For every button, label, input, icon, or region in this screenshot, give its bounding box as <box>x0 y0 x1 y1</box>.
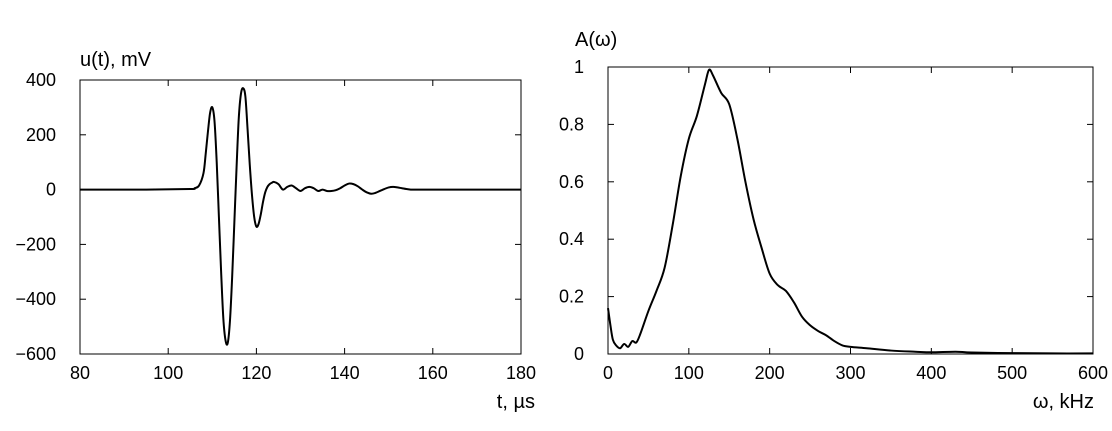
signal-chart-ticks: 80 100 120 140 160 180 −600 −400 −200 0 200 400 <box>15 70 536 383</box>
signal-chart-xtick-label: 80 <box>70 363 90 383</box>
spectrum-chart-plot-frame <box>607 66 1094 355</box>
spectrum-chart-xlabel: ω, kHz <box>1033 391 1094 413</box>
signal-chart-xtick-label: 140 <box>330 363 360 383</box>
signal-chart-xtick-label: 120 <box>241 363 271 383</box>
signal-chart-xtick-label: 100 <box>153 363 183 383</box>
signal-chart-xlabel: t, µs <box>497 391 535 413</box>
signal-chart-ytick-label: −400 <box>15 289 56 309</box>
spectrum-chart-ytick-label: 0.8 <box>559 114 584 134</box>
spectrum-chart-xtick-label: 300 <box>835 363 865 383</box>
spectrum-chart-ytick-label: 1 <box>574 57 584 77</box>
spectrum-chart-ytick-label: 0.4 <box>559 229 584 249</box>
signal-chart-ytick-label: 400 <box>26 70 56 90</box>
spectrum-chart-xtick-label: 400 <box>916 363 946 383</box>
spectrum-chart-xtick-label: 0 <box>603 363 613 383</box>
spectrum-chart-series-line <box>607 68 1094 355</box>
spectrum-chart: A(ω) ω, kHz 0 100 200 300 400 500 600 0 0.2 0.4 0.… <box>559 29 1108 413</box>
signal-chart-ytick-label: 0 <box>46 180 56 200</box>
spectrum-chart-ytick-label: 0.6 <box>559 172 584 192</box>
spectrum-chart-ylabel: A(ω) <box>575 29 617 51</box>
spectrum-chart-xtick-label: 100 <box>674 363 704 383</box>
spectrum-chart-ticks: 0 100 200 300 400 500 600 0 0.2 0.4 0.6 0.8 1 <box>559 57 1108 383</box>
spectrum-chart-xtick-label: 600 <box>1078 363 1108 383</box>
signal-chart-plot-frame <box>79 79 522 355</box>
spectrum-chart-xtick-label: 200 <box>755 363 785 383</box>
signal-chart-series-line <box>79 87 521 346</box>
spectrum-chart-xtick-label: 500 <box>997 363 1027 383</box>
signal-chart-ytick-label: −600 <box>15 344 56 364</box>
signal-chart-ytick-label: −200 <box>15 234 56 254</box>
signal-chart-ylabel: u(t), mV <box>80 49 152 71</box>
spectrum-chart-ytick-label: 0.2 <box>559 287 584 307</box>
spectrum-chart-ytick-label: 0 <box>574 344 584 364</box>
signal-chart: u(t), mV t, µs 80 100 120 140 160 180 −600 −400… <box>15 49 536 413</box>
signal-chart-xtick-label: 180 <box>506 363 536 383</box>
signal-chart-xtick-label: 160 <box>418 363 448 383</box>
signal-chart-ytick-label: 200 <box>26 125 56 145</box>
